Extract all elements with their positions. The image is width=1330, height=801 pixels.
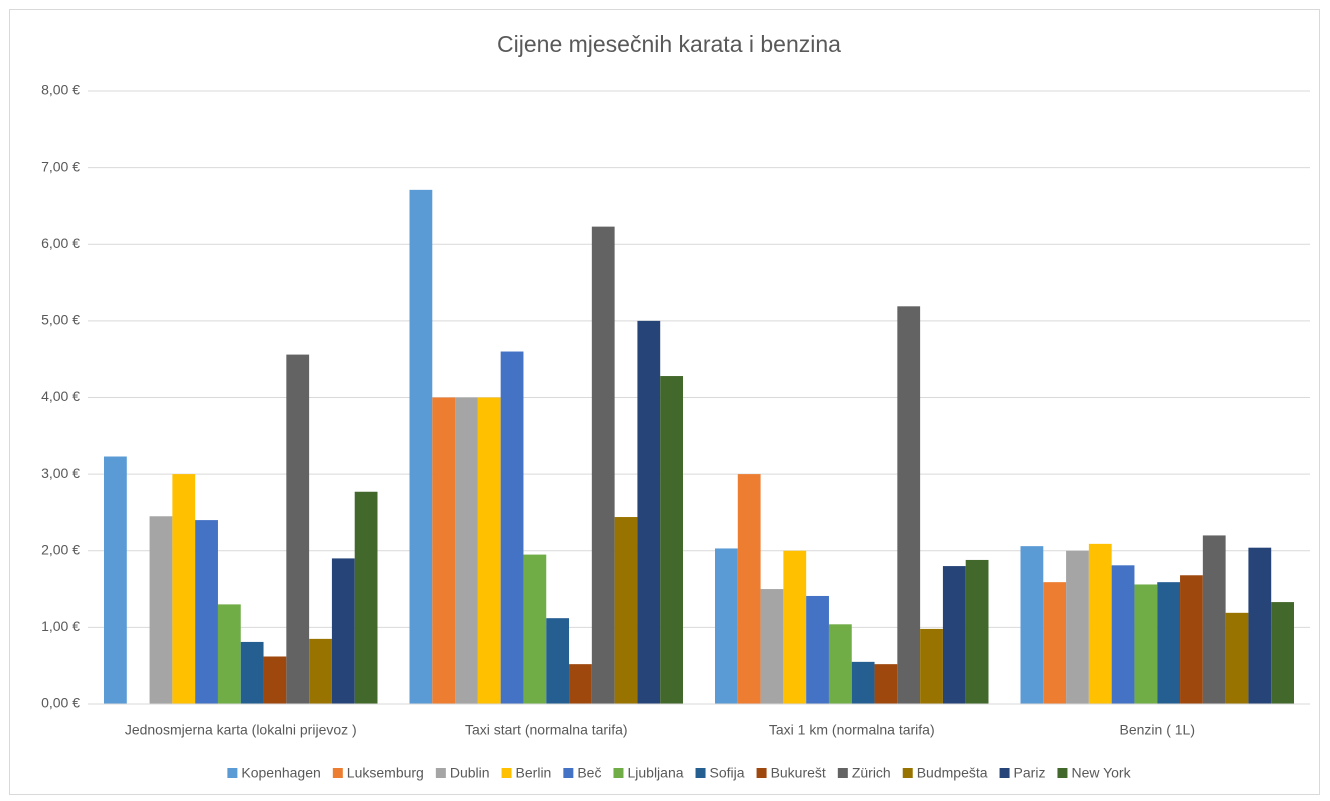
legend-label: Sofija [710, 765, 745, 781]
bar [737, 474, 761, 704]
legend-label: Pariz [1014, 765, 1046, 781]
bar [104, 456, 127, 704]
legend-swatch [332, 768, 343, 778]
bar [1066, 550, 1089, 704]
bar [637, 320, 661, 704]
bar [217, 604, 241, 704]
bar [660, 376, 683, 704]
bar [806, 595, 829, 704]
legend-label: Dublin [450, 765, 490, 781]
bar [432, 397, 456, 704]
bar [942, 566, 966, 704]
y-tick-label: 2,00 € [41, 541, 80, 557]
bar [783, 550, 807, 704]
legend-swatch [613, 768, 624, 778]
bar [920, 628, 943, 704]
x-tick-label: Benzin ( 1L) [1120, 722, 1195, 738]
bar [715, 548, 738, 704]
bar [195, 520, 218, 704]
legend-label: Luksemburg [347, 765, 424, 781]
bar [569, 664, 592, 704]
bar [760, 589, 784, 704]
legend-swatch [227, 768, 238, 778]
bar [172, 474, 196, 704]
bar [477, 397, 501, 704]
legend-swatch [756, 768, 767, 778]
bar [263, 656, 287, 704]
y-tick-label: 8,00 € [41, 82, 80, 98]
legend-swatch [999, 768, 1010, 778]
y-tick-label: 3,00 € [41, 465, 80, 481]
bar [500, 351, 524, 704]
bar [828, 624, 852, 704]
x-tick-label: Jednosmjerna karta (lokalni prijevoz ) [125, 722, 357, 738]
y-tick-label: 4,00 € [41, 388, 80, 404]
bar [1202, 535, 1226, 704]
chart-title: Cijene mjesečnih karata i benzina [497, 31, 841, 57]
bar [409, 189, 433, 704]
y-tick-label: 7,00 € [41, 158, 80, 174]
bar [851, 661, 875, 704]
bar [309, 638, 332, 704]
bar [1271, 602, 1294, 704]
bar [149, 516, 173, 704]
legend-swatch [501, 768, 512, 778]
bar [455, 397, 478, 704]
legend-label: Budmpešta [917, 765, 988, 781]
legend-swatch [902, 768, 913, 778]
bar [1088, 543, 1112, 704]
bar [240, 641, 264, 704]
y-tick-label: 0,00 € [41, 695, 80, 711]
bar [1225, 612, 1249, 704]
bar [1180, 575, 1203, 704]
bar [1248, 547, 1272, 704]
bar [286, 354, 310, 704]
y-tick-label: 5,00 € [41, 312, 80, 328]
legend-label: Ljubljana [627, 765, 683, 781]
bar [614, 517, 638, 704]
bar [523, 554, 547, 704]
legend-label: New York [1071, 765, 1131, 781]
legend-label: Beč [577, 765, 601, 781]
bar [1157, 582, 1181, 704]
bar [897, 306, 921, 704]
x-tick-label: Taxi 1 km (normalna tarifa) [769, 722, 935, 738]
legend-label: Berlin [516, 765, 552, 781]
y-tick-label: 6,00 € [41, 235, 80, 251]
bar [354, 491, 378, 704]
bar [1111, 565, 1135, 704]
y-tick-label: 1,00 € [41, 618, 80, 634]
x-tick-label: Taxi start (normalna tarifa) [465, 722, 628, 738]
bar [874, 664, 898, 704]
legend-swatch [695, 768, 706, 778]
legend-swatch [563, 768, 574, 778]
legend-label: Zürich [852, 765, 891, 781]
legend-label: Kopenhagen [241, 765, 320, 781]
bar [331, 558, 355, 704]
legend-swatch [435, 768, 446, 778]
bar [1134, 584, 1158, 704]
legend-swatch [1057, 768, 1068, 778]
bar [546, 618, 570, 704]
bar [1043, 582, 1067, 704]
bar [591, 226, 615, 704]
bar [965, 559, 989, 704]
bar [1020, 546, 1044, 704]
legend-swatch [837, 768, 848, 778]
legend-label: Bukurešt [771, 765, 826, 781]
